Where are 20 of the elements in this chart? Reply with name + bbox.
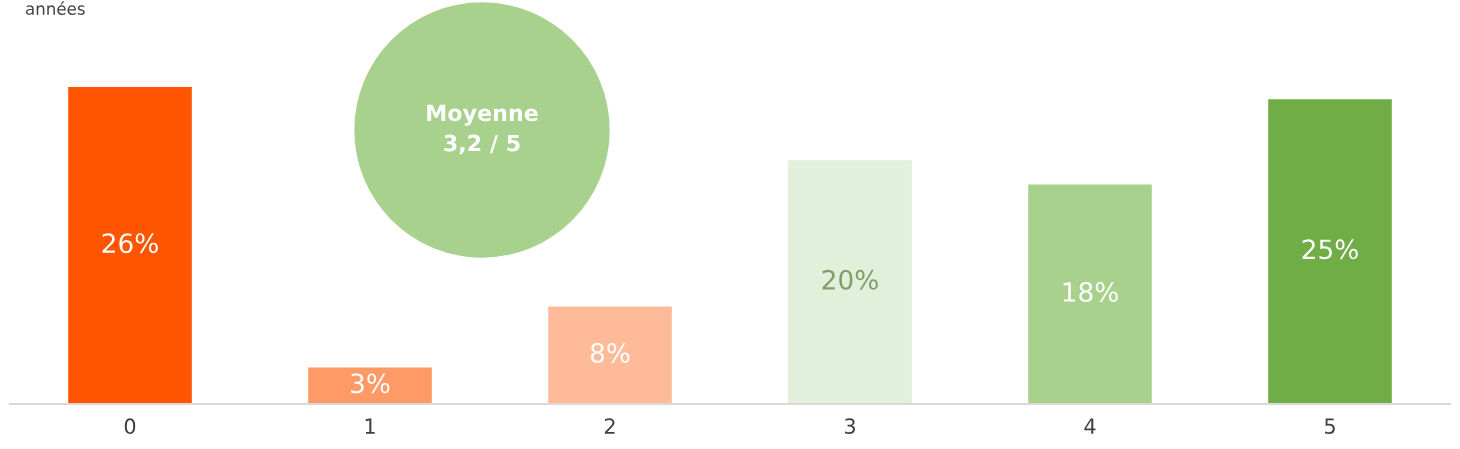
text: années bbox=[26, 1, 85, 15]
bar bbox=[308, 367, 432, 404]
data-label: 3% bbox=[351, 373, 390, 394]
bar bbox=[788, 160, 912, 404]
data-label: 25% bbox=[1302, 239, 1358, 260]
bar bbox=[68, 87, 192, 404]
x-tick-label: 1 bbox=[365, 418, 375, 434]
annotation: Moyenne 3,2 / 5 bbox=[427, 104, 538, 155]
x-tick-label: 2 bbox=[604, 418, 615, 434]
data-label: 26% bbox=[102, 233, 158, 254]
x-tick-label: 4 bbox=[1084, 418, 1096, 434]
bar bbox=[1268, 99, 1392, 404]
x-tick-label: 3 bbox=[844, 418, 855, 435]
data-label: 18% bbox=[1063, 281, 1118, 302]
x-tick-label: 0 bbox=[124, 418, 136, 435]
data-label: 20% bbox=[822, 269, 878, 290]
x-tick-label: 5 bbox=[1324, 418, 1335, 435]
bar bbox=[548, 306, 672, 404]
bar bbox=[1028, 184, 1152, 404]
data-label: 8% bbox=[590, 342, 630, 363]
